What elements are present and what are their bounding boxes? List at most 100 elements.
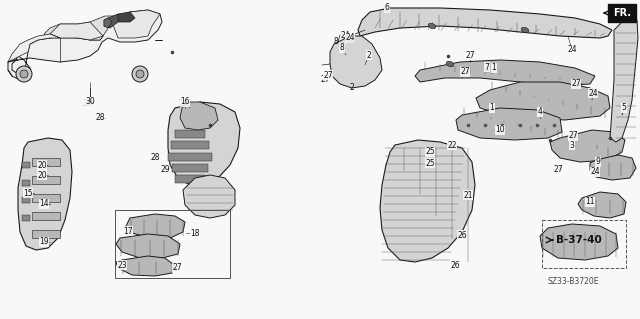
Polygon shape: [172, 164, 209, 172]
Polygon shape: [415, 140, 452, 165]
Circle shape: [16, 66, 32, 82]
Text: 3: 3: [570, 140, 575, 150]
Text: 7: 7: [484, 63, 490, 71]
Ellipse shape: [446, 61, 454, 67]
Text: 1: 1: [490, 103, 494, 113]
Polygon shape: [22, 162, 30, 168]
Text: 4: 4: [538, 108, 543, 116]
Polygon shape: [32, 176, 60, 184]
Polygon shape: [18, 138, 72, 250]
Text: 25: 25: [425, 147, 435, 157]
Text: 24: 24: [588, 88, 598, 98]
Text: 9: 9: [596, 158, 600, 167]
Polygon shape: [550, 130, 625, 162]
Text: 27: 27: [568, 131, 578, 140]
Text: 6: 6: [385, 4, 389, 12]
Polygon shape: [610, 18, 638, 142]
Text: 27: 27: [460, 68, 470, 77]
Polygon shape: [22, 180, 30, 186]
Polygon shape: [540, 224, 618, 260]
Polygon shape: [590, 155, 636, 180]
Polygon shape: [380, 140, 475, 262]
Text: 28: 28: [95, 114, 105, 122]
Polygon shape: [578, 192, 626, 218]
Text: 24: 24: [345, 33, 355, 42]
Polygon shape: [22, 215, 30, 221]
Polygon shape: [32, 212, 60, 220]
Polygon shape: [172, 141, 209, 149]
Polygon shape: [183, 175, 235, 218]
Polygon shape: [175, 130, 205, 138]
Text: 10: 10: [495, 125, 505, 135]
Text: 28: 28: [150, 152, 160, 161]
Text: 21: 21: [463, 190, 473, 199]
Text: 15: 15: [23, 189, 33, 197]
Text: 2: 2: [349, 84, 355, 93]
Polygon shape: [116, 256, 174, 276]
Text: 24: 24: [567, 46, 577, 55]
Text: 1: 1: [492, 63, 497, 72]
Text: 27: 27: [553, 166, 563, 174]
Polygon shape: [44, 16, 118, 40]
Polygon shape: [126, 214, 185, 238]
Polygon shape: [22, 197, 30, 203]
Polygon shape: [32, 158, 60, 166]
Polygon shape: [8, 10, 162, 80]
Circle shape: [132, 66, 148, 82]
Circle shape: [20, 70, 28, 78]
Text: 22: 22: [447, 140, 457, 150]
Polygon shape: [116, 234, 180, 258]
Polygon shape: [330, 36, 382, 88]
Polygon shape: [32, 194, 60, 202]
Polygon shape: [104, 14, 118, 28]
Text: 20: 20: [37, 160, 47, 169]
Text: 27: 27: [571, 79, 581, 88]
Polygon shape: [358, 8, 612, 38]
Text: 16: 16: [178, 99, 188, 108]
Text: 5: 5: [621, 103, 627, 113]
Polygon shape: [104, 18, 112, 28]
Text: 8: 8: [340, 43, 344, 53]
Polygon shape: [168, 102, 240, 185]
Text: 11: 11: [585, 197, 595, 206]
Text: 18: 18: [190, 228, 200, 238]
Text: 20: 20: [37, 170, 47, 180]
Text: FR.: FR.: [613, 8, 631, 18]
Text: 27: 27: [465, 50, 475, 60]
Text: B-37-40: B-37-40: [556, 235, 602, 245]
Polygon shape: [168, 152, 212, 160]
Text: 23: 23: [117, 261, 127, 270]
Text: 27: 27: [321, 76, 330, 85]
Polygon shape: [112, 10, 160, 38]
Polygon shape: [32, 230, 60, 238]
Ellipse shape: [521, 27, 529, 33]
Text: 24: 24: [590, 167, 600, 176]
Polygon shape: [180, 102, 218, 130]
Text: 8: 8: [333, 38, 338, 47]
Text: 30: 30: [85, 98, 95, 107]
Text: 30: 30: [83, 99, 93, 108]
Text: 27: 27: [172, 263, 182, 272]
Text: 26: 26: [457, 231, 467, 240]
Circle shape: [136, 70, 144, 78]
Polygon shape: [50, 22, 103, 40]
FancyBboxPatch shape: [608, 4, 636, 22]
Text: 2: 2: [367, 50, 371, 60]
Polygon shape: [456, 108, 562, 140]
Text: 16: 16: [180, 98, 190, 107]
Polygon shape: [476, 82, 610, 120]
Text: 17: 17: [123, 226, 133, 235]
Text: 24: 24: [340, 31, 350, 40]
Text: SZ33-B3720E: SZ33-B3720E: [548, 278, 600, 286]
Text: 26: 26: [450, 261, 460, 270]
Polygon shape: [8, 34, 60, 62]
Ellipse shape: [428, 23, 436, 29]
Text: 14: 14: [39, 199, 49, 209]
Ellipse shape: [346, 37, 354, 43]
Text: 19: 19: [39, 238, 49, 247]
Text: 25: 25: [425, 159, 435, 167]
Polygon shape: [175, 175, 205, 183]
Polygon shape: [115, 12, 135, 22]
Text: 27: 27: [323, 70, 333, 79]
Text: 29: 29: [160, 166, 170, 174]
